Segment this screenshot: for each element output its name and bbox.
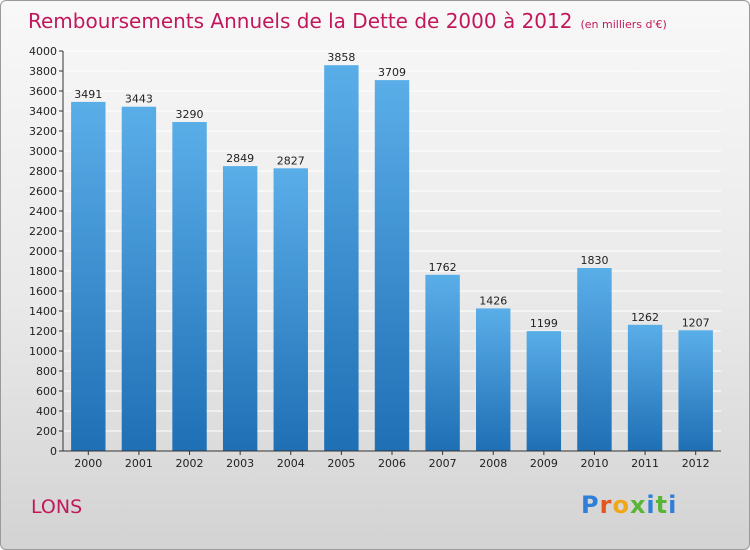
- value-label: 1207: [682, 316, 710, 329]
- value-label: 1426: [479, 294, 507, 307]
- y-tick-label: 1400: [29, 305, 57, 318]
- bar: [526, 331, 562, 451]
- value-label: 3709: [378, 66, 406, 79]
- x-tick-label: 2008: [479, 457, 507, 470]
- bar: [425, 274, 460, 451]
- x-tick-label: 2007: [429, 457, 457, 470]
- chart-title: Remboursements Annuels de la Dette de 20…: [28, 9, 667, 33]
- chart-title-text: Remboursements Annuels de la Dette de 20…: [28, 9, 573, 33]
- value-label: 1762: [429, 261, 457, 274]
- value-label: 1199: [530, 317, 558, 330]
- bar: [222, 166, 258, 451]
- bar: [71, 101, 106, 452]
- x-tick-label: 2010: [580, 457, 608, 470]
- bars: [71, 65, 713, 452]
- x-tick-label: 2002: [176, 457, 204, 470]
- bar: [627, 324, 663, 451]
- y-tick-label: 600: [36, 385, 57, 398]
- bar: [577, 268, 612, 451]
- y-tick-label: 0: [50, 445, 57, 458]
- proxiti-logo: Proxiti: [581, 491, 678, 519]
- bar: [374, 80, 410, 451]
- x-tick-label: 2012: [682, 457, 710, 470]
- x-tick-label: 2001: [125, 457, 153, 470]
- y-tick-label: 800: [36, 365, 57, 378]
- x-tick-label: 2005: [327, 457, 355, 470]
- y-tick-label: 2800: [29, 165, 57, 178]
- y-tick-label: 2000: [29, 245, 57, 258]
- x-tick-label: 2004: [277, 457, 305, 470]
- y-tick-label: 1200: [29, 325, 57, 338]
- y-tick-label: 200: [36, 425, 57, 438]
- value-label: 3491: [74, 88, 102, 101]
- bar: [121, 106, 157, 451]
- y-tick-label: 2200: [29, 225, 57, 238]
- value-label: 1830: [580, 254, 608, 267]
- x-tick-label: 2011: [631, 457, 659, 470]
- value-label: 3443: [125, 93, 153, 106]
- place-name: LONS: [31, 496, 83, 518]
- y-tick-label: 1600: [29, 285, 57, 298]
- bar: [172, 122, 207, 451]
- value-label: 3290: [176, 108, 204, 121]
- value-label: 1262: [631, 311, 659, 324]
- y-tick-label: 2400: [29, 205, 57, 218]
- y-tick-label: 3400: [29, 105, 57, 118]
- x-tick-label: 2009: [530, 457, 558, 470]
- bar: [476, 308, 511, 451]
- bar: [273, 168, 308, 452]
- bar: [678, 330, 713, 451]
- x-tick-labels: 2000 2001 2002 2003 2004 2005 2006 2007 2008 2009…: [74, 451, 710, 470]
- y-tick-labels: 0 200 400 600 800 1000 1200 1400 1600 1800 2000 220…: [29, 45, 63, 458]
- value-label: 3858: [327, 51, 355, 64]
- value-label: 2849: [226, 152, 254, 165]
- y-tick-label: 3200: [29, 125, 57, 138]
- y-tick-label: 1800: [29, 265, 57, 278]
- x-tick-label: 2003: [226, 457, 254, 470]
- x-tick-label: 2006: [378, 457, 406, 470]
- y-tick-label: 2600: [29, 185, 57, 198]
- y-tick-label: 3000: [29, 145, 57, 158]
- value-label: 2827: [277, 154, 305, 167]
- y-tick-label: 400: [36, 405, 57, 418]
- chart-unit: (en milliers d'€): [580, 18, 667, 31]
- value-labels: 3491 3443 3290 2849 2827 3858 3709 1762 1426 1199…: [74, 51, 709, 330]
- y-tick-label: 3600: [29, 85, 57, 98]
- y-tick-label: 3800: [29, 65, 57, 78]
- bar: [324, 65, 359, 451]
- x-tick-label: 2000: [74, 457, 102, 470]
- y-tick-label: 4000: [29, 45, 57, 58]
- y-tick-label: 1000: [29, 345, 57, 358]
